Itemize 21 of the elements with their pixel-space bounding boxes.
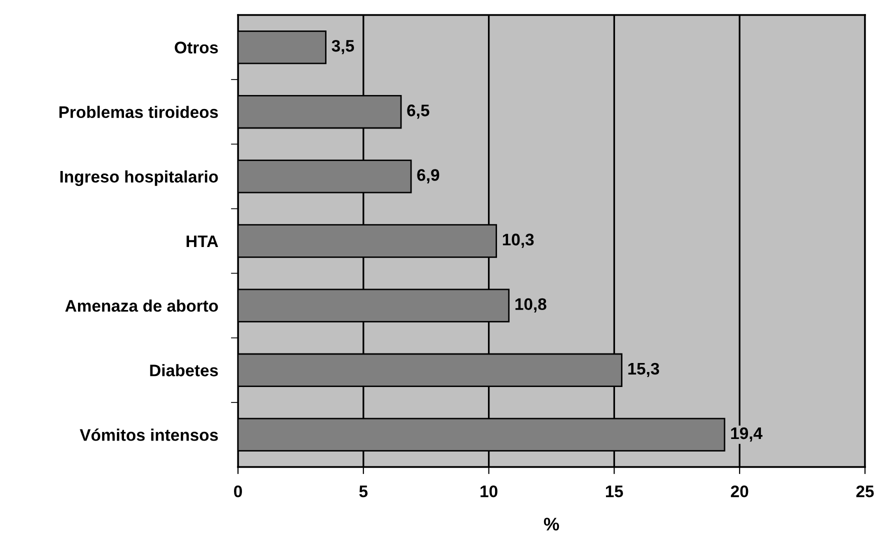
- data-label: 3,5: [332, 40, 354, 54]
- y-tick-label: Amenaza de aborto: [65, 300, 218, 312]
- x-tick-label: 10: [480, 485, 498, 498]
- y-tick-label: Diabetes: [150, 364, 218, 376]
- y-tick-label: Ingreso hospitalario: [60, 170, 218, 186]
- y-tick-label: Problemas tiroideos: [59, 106, 218, 118]
- data-label: 6,5: [407, 104, 430, 119]
- x-tick-label: 20: [730, 485, 748, 498]
- y-tick-label: Otros: [174, 42, 218, 54]
- x-tick-label: 25: [856, 485, 874, 498]
- x-tick-label: 0: [234, 485, 242, 498]
- y-tick-label: Vómitos intensos: [80, 428, 218, 441]
- data-label: 6,9: [417, 169, 440, 184]
- x-axis-title: %: [544, 518, 560, 530]
- data-label: 10,8: [515, 298, 546, 312]
- data-label: 10,3: [502, 234, 534, 248]
- data-label: 19,4: [731, 427, 762, 442]
- x-tick-label: 15: [606, 486, 624, 498]
- data-label: 15,3: [628, 362, 660, 378]
- y-tick-label: HTA: [186, 236, 218, 248]
- x-tick-label: 5: [359, 486, 368, 498]
